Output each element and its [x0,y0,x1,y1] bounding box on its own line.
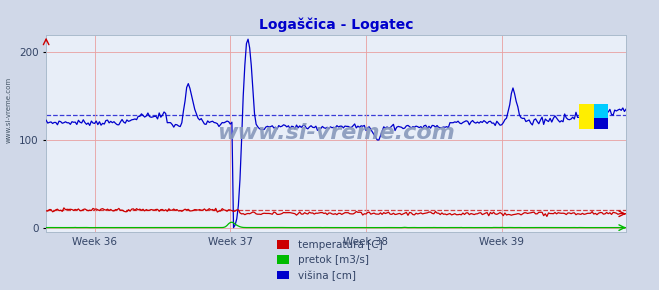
Bar [579,104,594,128]
Bar [594,117,608,128]
Bar [594,104,608,117]
Legend: temperatura [C], pretok [m3/s], višina [cm]: temperatura [C], pretok [m3/s], višina [… [273,236,386,285]
Text: www.si-vreme.com: www.si-vreme.com [5,77,12,143]
Text: www.si-vreme.com: www.si-vreme.com [217,124,455,143]
Title: Logaščica - Logatec: Logaščica - Logatec [259,18,413,32]
